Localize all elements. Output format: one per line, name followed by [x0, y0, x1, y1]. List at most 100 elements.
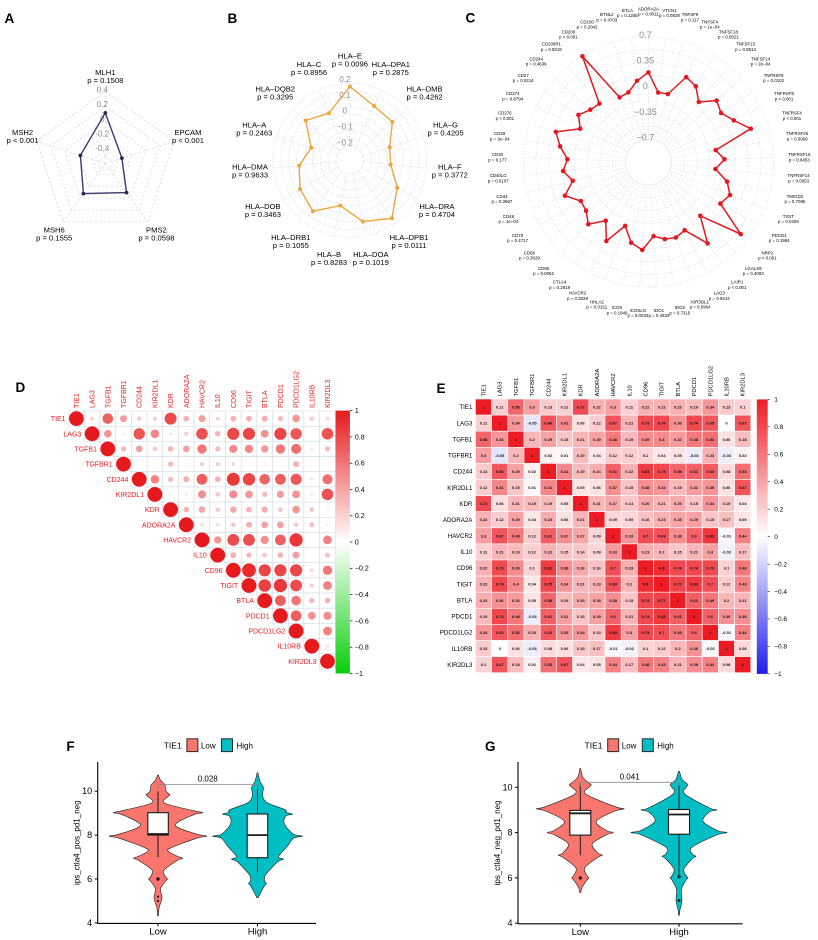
svg-text:p = 2e−04: p = 2e−04 — [751, 62, 771, 67]
svg-text:p < 0.001: p < 0.001 — [758, 256, 777, 261]
svg-text:p < 0.001: p < 0.001 — [559, 35, 578, 40]
svg-text:CD200R1: CD200R1 — [542, 42, 562, 47]
svg-text:0.09: 0.09 — [593, 533, 602, 538]
svg-text:0.63: 0.63 — [706, 469, 715, 474]
svg-text:0.13: 0.13 — [480, 469, 489, 474]
svg-text:0.1: 0.1 — [643, 453, 649, 458]
svg-text:CTLA4: CTLA4 — [553, 280, 567, 285]
svg-text:HLA–DRB1: HLA–DRB1 — [271, 233, 310, 242]
svg-text:4: 4 — [507, 918, 512, 928]
svg-text:0.2: 0.2 — [659, 550, 665, 555]
svg-text:0.53: 0.53 — [512, 630, 521, 635]
svg-text:p = 0.0034: p = 0.0034 — [627, 313, 648, 318]
svg-text:HLA–G: HLA–G — [433, 121, 458, 130]
svg-text:p = 1e−04: p = 1e−04 — [700, 25, 720, 30]
svg-text:CD86: CD86 — [538, 266, 550, 271]
svg-text:0.32: 0.32 — [512, 598, 521, 603]
svg-text:1: 1 — [580, 501, 583, 506]
svg-text:0.23: 0.23 — [706, 453, 715, 458]
svg-text:TIE1: TIE1 — [585, 740, 603, 750]
svg-text:p = 0.1508: p = 0.1508 — [87, 76, 123, 85]
svg-text:0.13: 0.13 — [723, 405, 732, 410]
svg-text:p = 0.0294: p = 0.0294 — [778, 219, 799, 224]
svg-text:-0.01: -0.01 — [722, 630, 732, 635]
svg-text:−0.4: −0.4 — [774, 589, 787, 596]
svg-text:0.041: 0.041 — [620, 772, 641, 781]
svg-text:0.69: 0.69 — [658, 533, 667, 538]
svg-text:0.15: 0.15 — [561, 437, 570, 442]
svg-text:0.53: 0.53 — [706, 437, 715, 442]
svg-text:0.21: 0.21 — [625, 421, 634, 426]
svg-text:TNFRSF4: TNFRSF4 — [782, 111, 802, 116]
svg-text:0.05: 0.05 — [739, 517, 748, 522]
svg-text:0.11: 0.11 — [496, 405, 504, 410]
svg-text:0.25: 0.25 — [577, 598, 586, 603]
svg-text:−0.8: −0.8 — [774, 644, 787, 651]
svg-text:TNFRSF25: TNFRSF25 — [786, 131, 809, 136]
svg-text:0.29: 0.29 — [544, 437, 553, 442]
svg-text:BTLA: BTLA — [622, 8, 633, 13]
svg-text:0.34: 0.34 — [706, 405, 715, 410]
svg-text:0.6: 0.6 — [355, 461, 365, 468]
svg-text:TGFB1: TGFB1 — [452, 436, 472, 443]
svg-text:TGFBR1: TGFBR1 — [448, 453, 473, 460]
svg-text:-0.03: -0.03 — [528, 646, 538, 651]
svg-text:p = 3e−04: p = 3e−04 — [490, 136, 510, 141]
svg-text:0.83: 0.83 — [658, 614, 667, 619]
svg-text:0.77: 0.77 — [674, 582, 683, 587]
svg-text:0.09: 0.09 — [609, 517, 618, 522]
svg-text:0.58: 0.58 — [674, 469, 683, 474]
svg-text:0: 0 — [355, 539, 359, 546]
svg-text:0.19: 0.19 — [577, 469, 586, 474]
svg-text:p = 0.1055: p = 0.1055 — [273, 241, 309, 250]
svg-text:0.53: 0.53 — [739, 469, 748, 474]
svg-text:0.4: 0.4 — [513, 582, 519, 587]
svg-text:0.39: 0.39 — [642, 437, 651, 442]
svg-text:PDCD1LG2: PDCD1LG2 — [248, 629, 285, 636]
svg-text:TIE1: TIE1 — [74, 393, 81, 408]
svg-text:BTLA: BTLA — [457, 598, 473, 605]
svg-text:0.83: 0.83 — [609, 630, 618, 635]
svg-text:CD244: CD244 — [107, 477, 129, 484]
svg-text:0.67: 0.67 — [496, 533, 505, 538]
svg-text:p = 0.8319: p = 0.8319 — [541, 47, 562, 52]
svg-text:MSH6: MSH6 — [44, 225, 65, 234]
svg-text:p = 0.4262: p = 0.4262 — [407, 93, 443, 102]
svg-text:0.15: 0.15 — [674, 550, 683, 555]
svg-text:BTNL2: BTNL2 — [600, 12, 614, 17]
svg-text:0.58: 0.58 — [512, 405, 521, 410]
svg-text:A: A — [5, 11, 15, 26]
svg-text:p = 0.4717: p = 0.4717 — [507, 238, 528, 243]
svg-text:0.3: 0.3 — [610, 405, 616, 410]
svg-text:0.12: 0.12 — [528, 550, 537, 555]
svg-text:0: 0 — [774, 534, 778, 541]
svg-text:0.36: 0.36 — [674, 421, 683, 426]
svg-text:0.19: 0.19 — [674, 485, 683, 490]
svg-text:0: 0 — [100, 115, 105, 124]
svg-text:0.14: 0.14 — [625, 501, 634, 506]
svg-text:TIGIT: TIGIT — [783, 214, 795, 219]
svg-text:0.028: 0.028 — [198, 775, 219, 784]
svg-text:-0.01: -0.01 — [706, 646, 716, 651]
svg-text:HLA–DOA: HLA–DOA — [353, 250, 389, 259]
svg-text:CD160: CD160 — [580, 20, 594, 25]
svg-text:HLA–DPB1: HLA–DPB1 — [390, 233, 429, 242]
svg-text:D: D — [16, 380, 26, 395]
svg-text:1: 1 — [742, 662, 745, 667]
svg-text:HAVCR2: HAVCR2 — [163, 537, 191, 544]
svg-text:1: 1 — [482, 405, 485, 410]
svg-text:0.22: 0.22 — [642, 405, 651, 410]
svg-text:0.75: 0.75 — [544, 582, 553, 587]
svg-text:HLA–DRA: HLA–DRA — [419, 202, 455, 211]
svg-text:0.36: 0.36 — [690, 646, 699, 651]
svg-text:1: 1 — [774, 397, 778, 404]
svg-text:0.34: 0.34 — [480, 630, 489, 635]
svg-text:0.7: 0.7 — [643, 533, 649, 538]
svg-text:0.2: 0.2 — [97, 100, 109, 109]
svg-text:High: High — [236, 741, 252, 750]
svg-text:0.35: 0.35 — [706, 485, 715, 490]
svg-text:CD40LG: CD40LG — [490, 173, 508, 178]
svg-text:High: High — [248, 927, 268, 938]
svg-text:0.9: 0.9 — [659, 566, 665, 571]
svg-text:0.36: 0.36 — [723, 614, 732, 619]
